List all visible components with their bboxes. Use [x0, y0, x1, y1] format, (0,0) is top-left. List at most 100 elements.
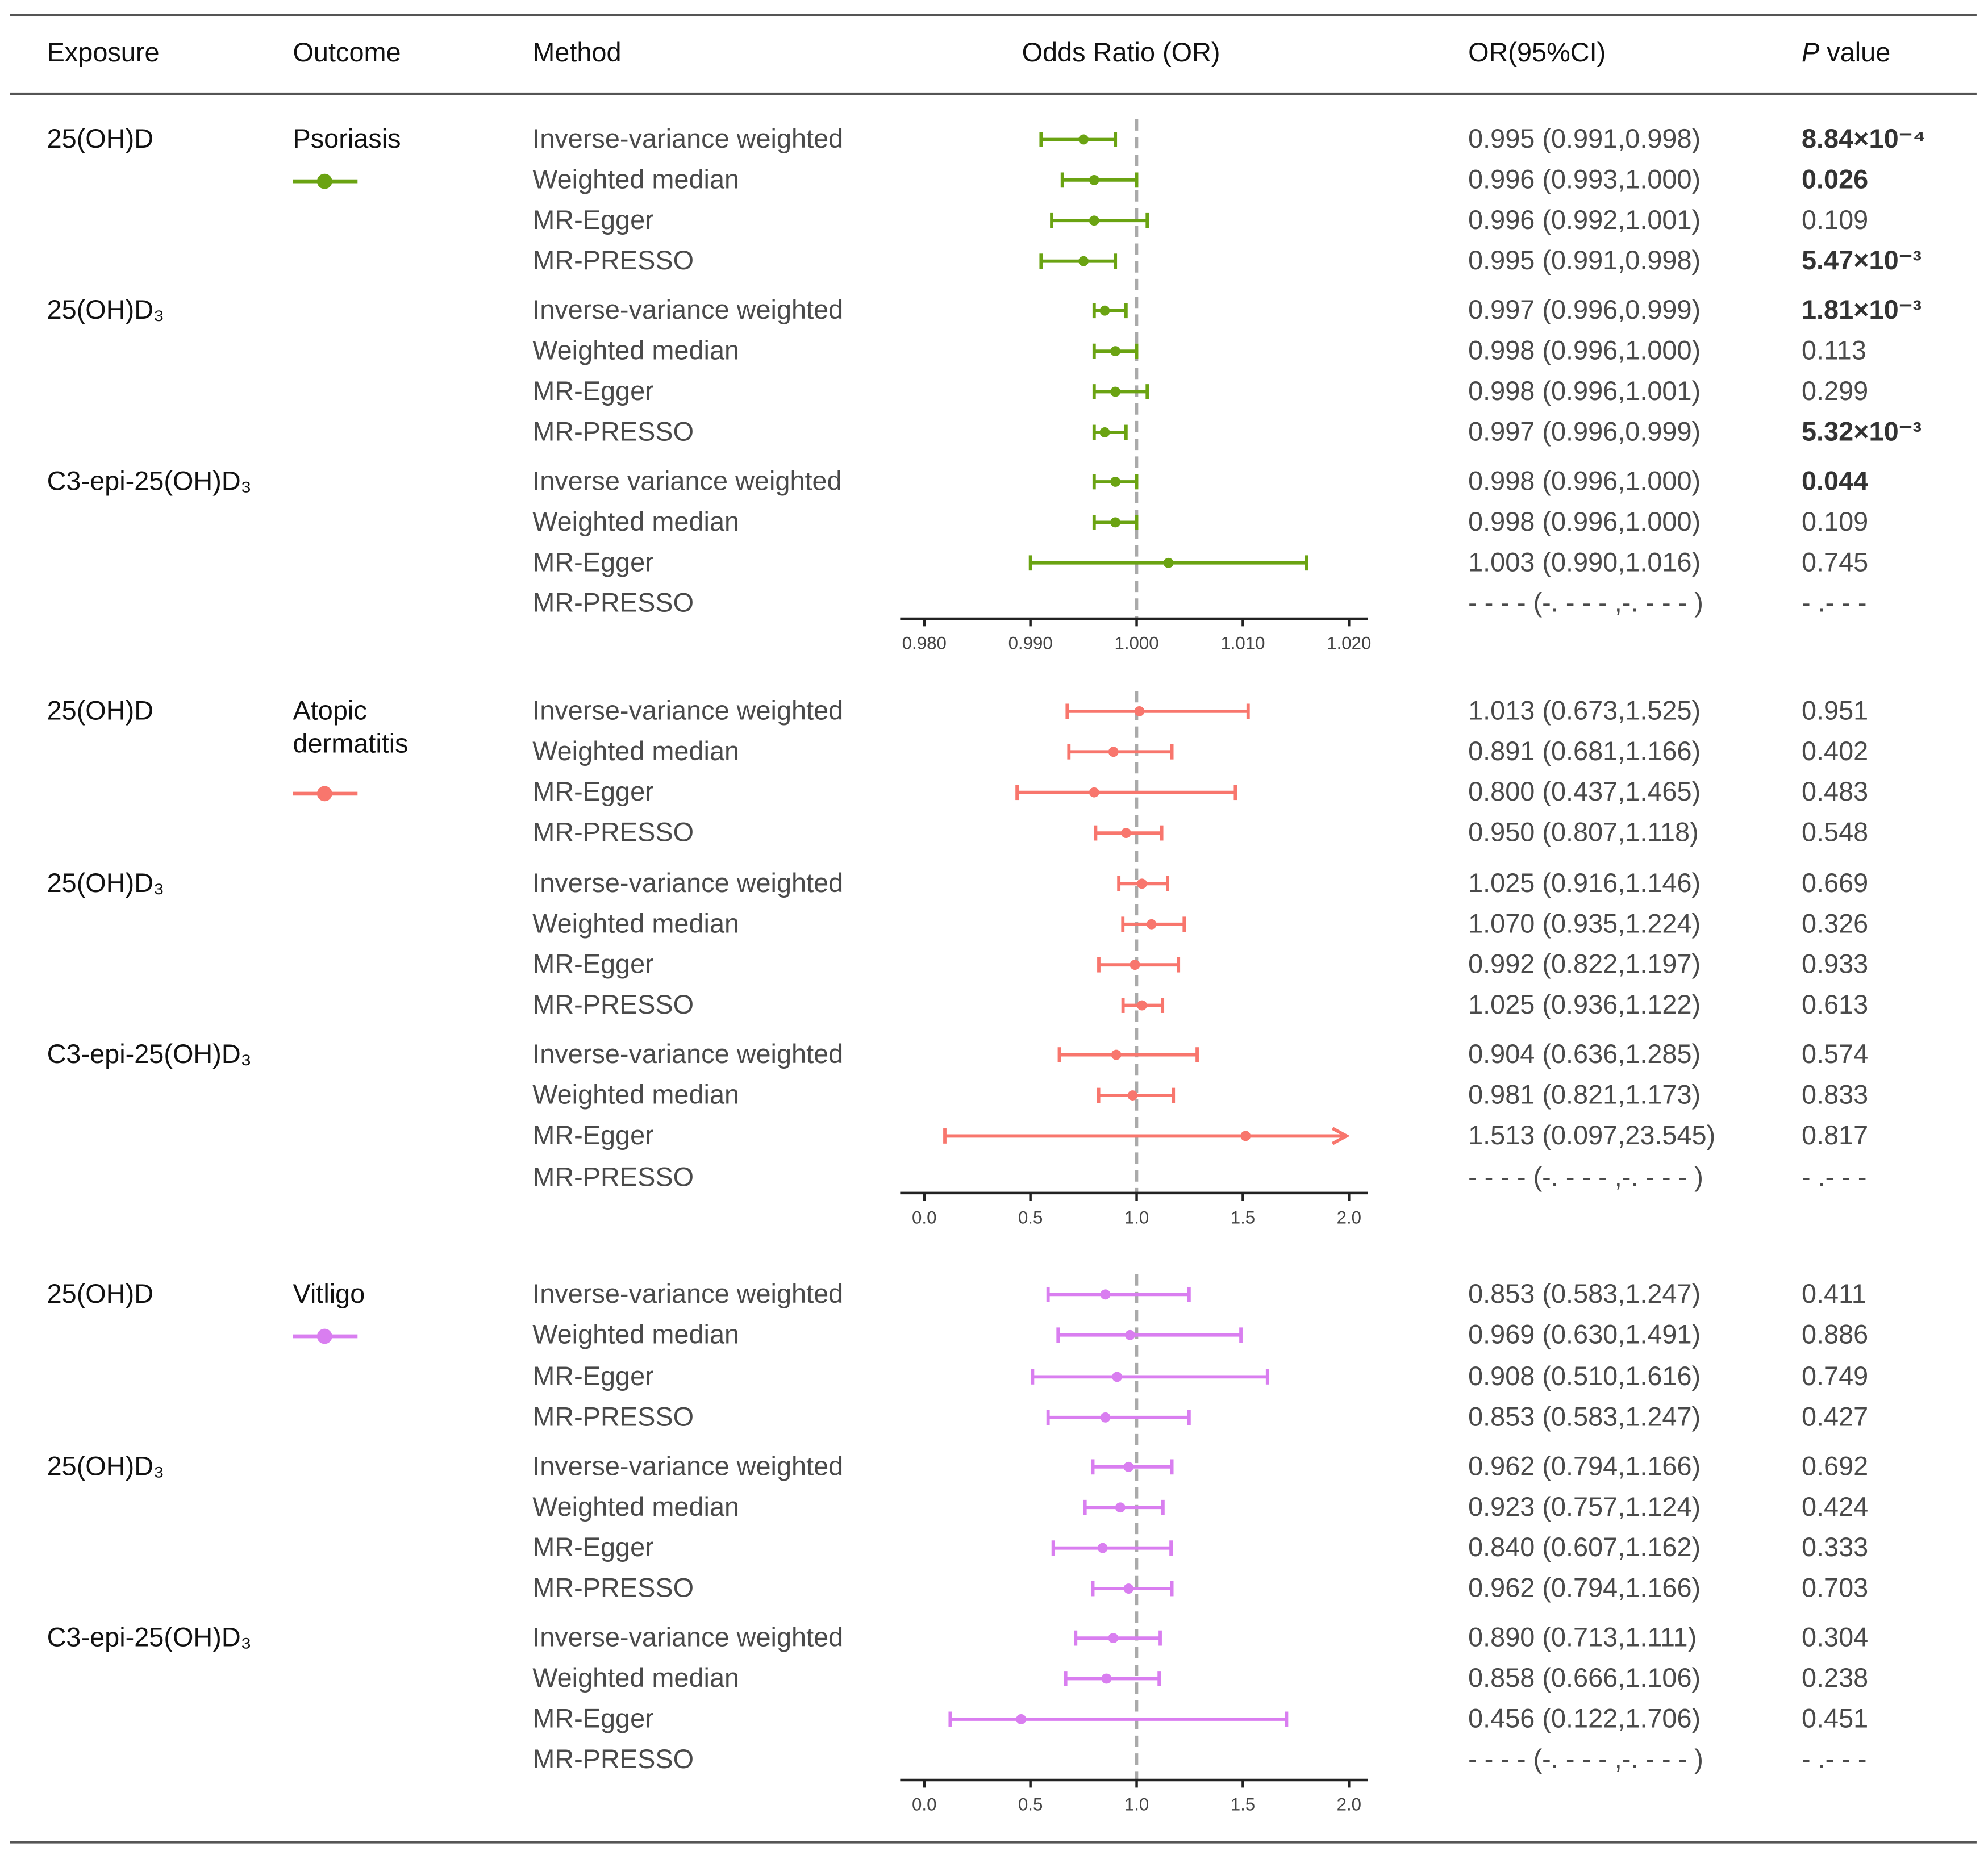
p-value: 0.411 — [1801, 1279, 1866, 1310]
p-value: 0.109 — [1801, 507, 1869, 537]
or-point — [1112, 1372, 1123, 1382]
header-exposure: Exposure — [47, 39, 160, 68]
method-label: Inverse-variance weighted — [532, 869, 844, 899]
p-value: 5.32×10⁻³ — [1801, 418, 1922, 447]
p-value: 0.817 — [1801, 1121, 1869, 1151]
outcome-label: Psoriasis — [293, 124, 401, 155]
or-point — [1123, 1583, 1134, 1594]
or-point — [1078, 134, 1089, 145]
or-point — [1108, 1633, 1119, 1644]
header-outcome: Outcome — [293, 39, 401, 68]
method-label: MR-PRESSO — [532, 990, 694, 1020]
or-point — [1089, 787, 1099, 798]
method-label: MR-Egger — [532, 206, 654, 235]
exposure-label: 25(OH)D — [47, 1279, 154, 1310]
or-ci-value: 1.013 (0.673,1.525) — [1468, 697, 1701, 726]
method-label: Weighted median — [532, 165, 740, 195]
or-ci-value: 0.456 (0.122,1.706) — [1468, 1704, 1701, 1734]
method-label: Weighted median — [532, 737, 740, 766]
or-ci-value: 0.923 (0.757,1.124) — [1468, 1493, 1701, 1522]
or-ci-value: 0.891 (0.681,1.166) — [1468, 737, 1701, 766]
exposure-label: 25(OH)D — [47, 124, 154, 155]
x-tick-label: 0.990 — [1008, 633, 1053, 653]
header-rule — [10, 92, 1977, 95]
or-ci-value: 0.962 (0.794,1.166) — [1468, 1574, 1701, 1603]
or-point — [1130, 960, 1140, 970]
or-ci-value: 0.904 (0.636,1.285) — [1468, 1040, 1701, 1070]
ci-arrow-icon — [1331, 1127, 1350, 1145]
method-label: MR-PRESSO — [532, 1163, 694, 1193]
or-ci-value: 0.908 (0.510,1.616) — [1468, 1362, 1701, 1392]
x-tick-label: 2.0 — [1337, 1795, 1361, 1815]
header-p-rest: value — [1819, 39, 1891, 68]
or-ci-value: 0.995 (0.991,0.998) — [1468, 124, 1701, 155]
bottom-rule — [10, 1841, 1977, 1843]
outcome-label: Atopic — [293, 697, 367, 726]
x-tick-label: 0.980 — [902, 633, 947, 653]
p-value: 0.424 — [1801, 1493, 1869, 1522]
or-point — [1101, 1673, 1112, 1684]
method-label: Weighted median — [532, 507, 740, 537]
or-ci-value: 1.070 (0.935,1.224) — [1468, 910, 1701, 939]
outcome-label: Vitligo — [293, 1279, 365, 1310]
p-value: 0.886 — [1801, 1320, 1869, 1350]
or-point — [1110, 477, 1121, 487]
or-ci-value: 0.995 (0.991,0.998) — [1468, 247, 1701, 276]
p-value: 0.613 — [1801, 990, 1869, 1020]
or-ci-value: 0.890 (0.713,1.111) — [1468, 1623, 1697, 1653]
p-value: 5.47×10⁻³ — [1801, 247, 1922, 276]
x-tick-label: 1.020 — [1327, 633, 1371, 653]
or-ci-value: 0.981 (0.821,1.173) — [1468, 1081, 1701, 1110]
or-point — [1136, 878, 1147, 889]
method-label: Weighted median — [532, 910, 740, 939]
p-value: - .- - - — [1801, 1163, 1867, 1193]
p-value: 0.669 — [1801, 869, 1869, 899]
p-value: 0.933 — [1801, 950, 1869, 979]
or-ci-value: 1.003 (0.990,1.016) — [1468, 548, 1701, 578]
or-ci-value: 0.996 (0.992,1.001) — [1468, 206, 1701, 235]
method-label: Inverse variance weighted — [532, 467, 842, 497]
or-point — [1100, 1412, 1111, 1423]
method-label: MR-Egger — [532, 548, 654, 578]
x-tick-label: 2.0 — [1337, 1207, 1361, 1227]
method-label: MR-PRESSO — [532, 247, 694, 276]
p-value: 0.238 — [1801, 1664, 1869, 1694]
or-ci-value: 0.853 (0.583,1.247) — [1468, 1279, 1701, 1310]
method-label: Inverse-variance weighted — [532, 697, 844, 726]
or-point — [1125, 1329, 1135, 1340]
or-point — [1127, 1090, 1138, 1101]
exposure-label: C3-epi-25(OH)D₃ — [47, 1040, 252, 1070]
p-value: 0.333 — [1801, 1533, 1869, 1563]
header-method: Method — [532, 39, 622, 68]
p-value: - .- - - — [1801, 1745, 1867, 1774]
or-ci-value: 1.025 (0.936,1.122) — [1468, 990, 1701, 1020]
or-point — [1111, 1049, 1122, 1060]
p-value: 0.427 — [1801, 1403, 1869, 1432]
x-tick-label: 0.0 — [912, 1795, 936, 1815]
or-point — [1110, 386, 1121, 397]
legend-point-icon — [316, 173, 332, 189]
or-point — [1146, 919, 1157, 929]
x-tick-label: 0.5 — [1018, 1207, 1043, 1227]
p-value: 0.113 — [1801, 336, 1866, 366]
or-ci-value: 0.996 (0.993,1.000) — [1468, 165, 1701, 195]
or-point — [1099, 427, 1110, 437]
method-label: Inverse-variance weighted — [532, 1279, 844, 1310]
x-tick-label: 1.000 — [1114, 633, 1158, 653]
x-tick-label: 0.0 — [912, 1207, 936, 1227]
method-label: MR-PRESSO — [532, 1574, 694, 1603]
p-value: 0.703 — [1801, 1574, 1869, 1603]
or-ci-value: 0.997 (0.996,0.999) — [1468, 296, 1701, 326]
method-label: Inverse-variance weighted — [532, 296, 844, 326]
p-value: 0.483 — [1801, 778, 1869, 807]
p-value: 1.81×10⁻³ — [1801, 296, 1922, 326]
exposure-label: 25(OH)D — [47, 697, 154, 726]
x-tick-label: 1.0 — [1124, 1795, 1149, 1815]
or-ci-value: 1.025 (0.916,1.146) — [1468, 869, 1701, 899]
x-tick-label: 1.010 — [1220, 633, 1265, 653]
exposure-label: 25(OH)D₃ — [47, 869, 165, 899]
method-label: MR-Egger — [532, 1533, 654, 1563]
or-point — [1136, 1000, 1147, 1011]
p-value: 0.574 — [1801, 1040, 1869, 1070]
